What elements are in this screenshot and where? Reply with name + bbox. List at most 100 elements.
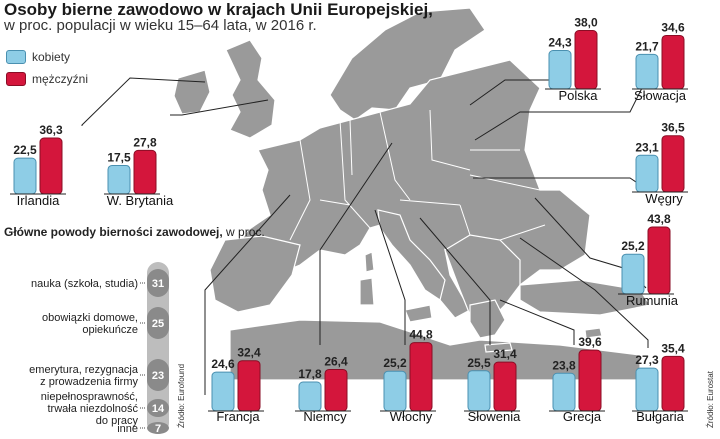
country-chart-0: 22,536,3 Irlandia [10,77,206,208]
border-line [429,109,471,171]
border-line [339,119,371,229]
reason-value-badge [147,422,169,434]
balkans-shape [444,234,521,321]
value-label-women: 25,2 [383,356,407,370]
border-line [319,199,351,206]
reason-label: nauka (szkoła, studia) [31,278,138,290]
leader-line [319,142,393,345]
legend-men-swatch [6,72,26,86]
reason-label: niepełnosprawność, [41,391,138,403]
value-label-women: 25,5 [467,356,491,370]
country-chart-10: 23,839,6 Grecja [499,299,605,424]
country-label: Rumunia [626,293,679,308]
value-label-women: 25,2 [621,239,645,253]
country-label: Polska [558,88,598,103]
reason-label: z prowadzenia firmy [40,376,138,388]
value-label-men: 35,4 [661,341,685,355]
country-label: Niemcy [303,409,347,424]
value-label-men: 44,8 [409,328,433,342]
reasons-title-rest: w proc. [222,225,265,239]
reason-item-4: 7 inne [117,422,169,435]
leader-line [519,237,649,348]
country-chart-5: 25,243,8 Rumunia [534,197,679,308]
country-label: Grecja [563,409,602,424]
legend-men: mężczyźni [6,72,88,86]
country-chart-2: 24,338,0 Polska [469,16,601,106]
country-label: Francja [216,409,260,424]
reason-label: trwała niezdolność [48,403,139,415]
value-label-women: 27,3 [635,353,659,367]
country-chart-11: 27,335,4 Bułgaria [519,237,688,424]
turkey-shape [519,279,651,316]
reason-value: 7 [155,423,161,435]
country-label: W. Brytania [107,193,174,208]
value-label-women: 24,3 [548,36,572,50]
corsica-shape [364,251,375,273]
reason-item-1: 25 obowiązki domowe,opiekuńcze [42,307,169,339]
sicily-shape [404,304,433,323]
legend-men-label: mężczyźni [32,72,89,86]
country-chart-3: 21,734,6 Słowacja [474,20,688,141]
value-label-women: 21,7 [635,39,659,53]
border-line [459,204,471,236]
value-label-men: 26,4 [324,354,348,368]
value-label-women: 23,8 [552,358,576,372]
reason-value-badge [147,399,169,417]
country-label: Bułgaria [636,409,684,424]
reason-label: opiekuńcze [82,324,138,336]
iberia-shape [209,235,301,313]
value-label-men: 34,6 [661,20,685,34]
country-chart-6: 24,632,4 Francja [204,194,291,424]
reason-label: obowiązki domowe, [42,312,138,324]
reason-value: 31 [152,278,164,290]
reason-label: do pracy [96,415,139,427]
reason-item-0: 31 nauka (szkoła, studia) [31,269,169,297]
value-label-men: 32,4 [237,346,261,360]
value-label-women: 17,8 [298,367,322,381]
leader-line [499,299,575,345]
reason-value-badge [147,269,169,297]
leader-line [469,79,560,106]
border-line [399,199,461,206]
reason-value: 25 [152,318,164,330]
legend-women-label: kobiety [32,50,71,64]
country-label: Słowenia [468,409,522,424]
country-chart-7: 17,826,4 Niemcy [295,142,393,424]
country-label: Irlandia [17,193,60,208]
border-line [379,111,411,201]
value-label-women: 17,5 [107,150,131,164]
border-line [289,139,311,241]
value-label-men: 43,8 [647,212,671,226]
reason-value-badge [147,307,169,339]
legend-women-swatch [6,50,26,64]
sardinia-shape [359,277,375,306]
country-chart-4: 23,136,5 Węgry [473,121,688,206]
britain-shape [225,39,276,139]
reasons-track [147,262,169,434]
source-eurofound: Źródło: Eurofound [177,363,186,428]
reason-value: 23 [152,370,164,382]
reason-label: emerytura, rezygnacja [29,364,139,376]
leader-line [81,77,206,126]
country-chart-9: 25,531,4 Słowenia [419,217,522,424]
leader-line [170,99,269,116]
value-label-men: 36,5 [661,121,685,135]
reasons-title-bold: Główne powody bierności zawodowej, [4,225,223,239]
country-label: Węgry [645,191,683,206]
value-label-women: 23,1 [635,140,659,154]
page-title: Osoby bierne zawodowo w krajach Unii Eur… [4,0,433,19]
reason-value: 14 [152,403,165,415]
reason-label: inne [117,423,138,435]
value-label-women: 22,5 [13,143,37,157]
border-line [499,224,546,241]
value-label-men: 31,4 [493,347,517,361]
value-label-men: 38,0 [574,16,598,30]
reason-value-badge [147,359,169,391]
cyprus-shape [584,327,603,339]
page-subtitle: w proc. populacji w wieku 15–64 lata, w … [4,17,317,34]
reason-item-3: 14 niepełnosprawność,trwała niezdolnośćdo… [41,391,169,427]
